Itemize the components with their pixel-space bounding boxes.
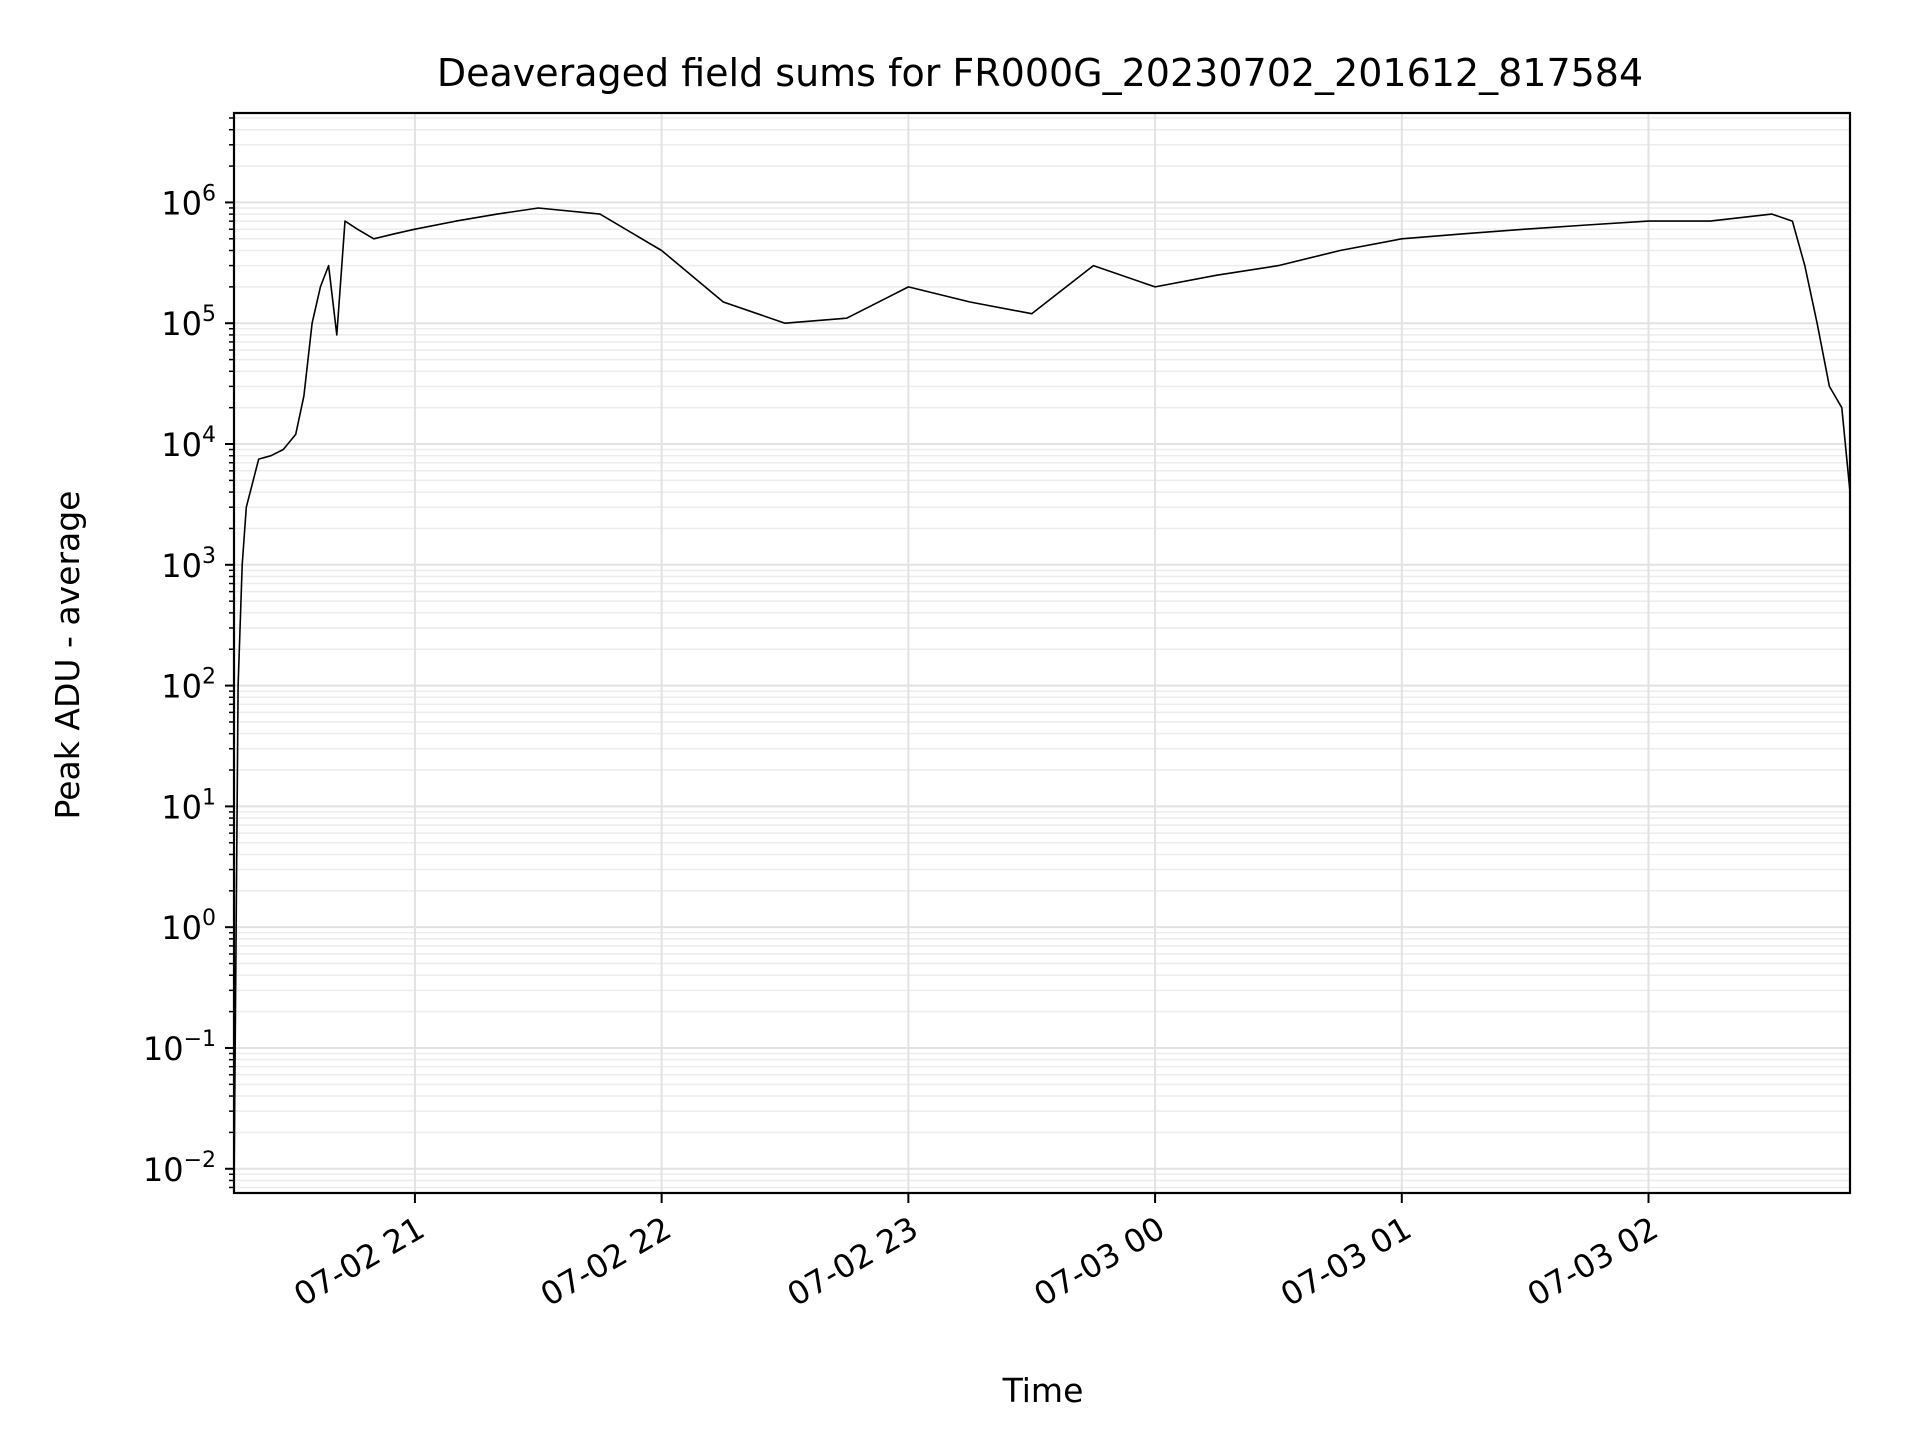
grid [234,113,1850,1193]
series-line-0 [233,207,1851,1194]
y-tick-label: 100 [161,906,216,947]
series-layer [233,207,1851,1194]
x-axis-label: Time [1002,1371,1084,1410]
chart-title: Deaveraged field sums for FR000G_2023070… [437,51,1643,95]
plot-frame [232,111,1852,1195]
y-tick-label: 104 [161,423,216,464]
y-tick-label: 106 [161,181,216,222]
y-axis: 10−2 10−1 100 101 102 103 104 105 106 [143,117,234,1189]
y-tick-label: 105 [161,302,216,343]
y-tick-label: 10−1 [143,1027,216,1068]
y-tick-label: 101 [161,785,216,826]
y-tick-label: 102 [161,665,216,706]
y-axis-label: Peak ADU - average [48,491,87,820]
y-tick-label: 10−2 [143,1148,216,1189]
y-tick-label: 103 [161,544,216,585]
